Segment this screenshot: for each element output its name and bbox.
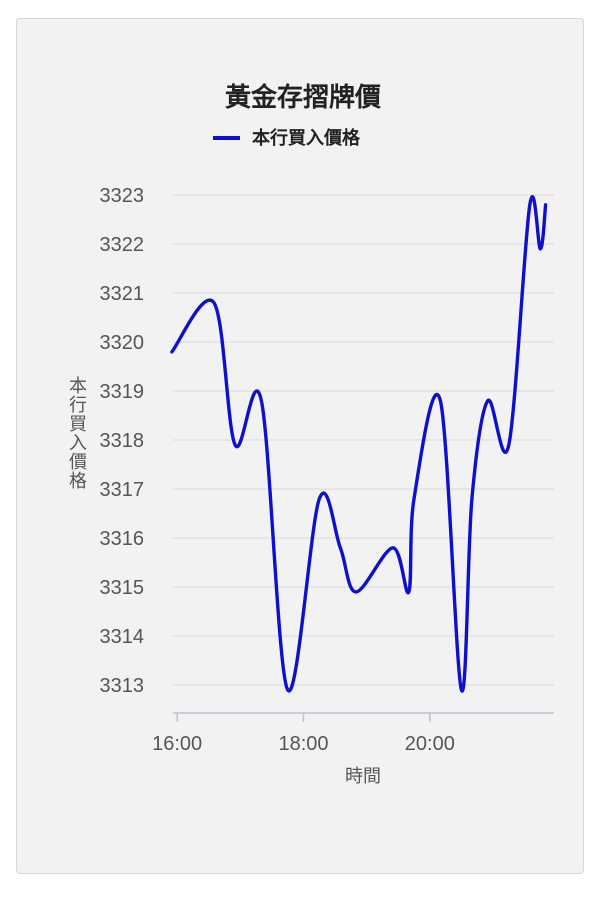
chart-title: 黃金存摺牌價: [225, 82, 382, 113]
data-point: [316, 496, 322, 502]
y-tick-label: 3316: [100, 528, 145, 550]
chart-card: [16, 18, 584, 874]
y-tick-label: 3318: [100, 430, 145, 452]
x-tick-label: 20:00: [405, 733, 455, 755]
y-tick-label: 3315: [100, 577, 145, 599]
y-tick-label: 3322: [100, 234, 145, 256]
data-point: [543, 202, 549, 208]
data-point: [337, 545, 343, 551]
data-point: [506, 442, 512, 448]
data-points: [169, 202, 549, 693]
grid: [173, 194, 554, 686]
data-point: [485, 398, 491, 404]
y-tick-label: 3317: [100, 479, 145, 501]
data-point: [232, 442, 238, 448]
y-axis-title: 本行買入價格: [69, 376, 87, 492]
data-point: [458, 687, 464, 693]
data-point: [527, 202, 533, 208]
y-tick-label: 3313: [100, 675, 145, 697]
y-axis-ticks: 3313 3314 3315 3316 3317 3318 3319 3320 3321 3322…: [100, 185, 145, 697]
y-tick-label: 3319: [100, 381, 145, 403]
x-axis-ticks: 16:00 18:00 20:00: [152, 713, 455, 755]
data-point: [169, 349, 175, 355]
data-point: [353, 589, 359, 595]
legend: 本行買入價格: [213, 127, 361, 149]
y-tick-label: 3314: [100, 626, 145, 648]
legend-label: 本行買入價格: [252, 127, 361, 149]
y-axis-title-text: 本行買入價格: [69, 376, 87, 492]
x-axis-title: 時間: [345, 766, 381, 787]
data-point: [406, 589, 412, 595]
data-point: [258, 398, 264, 404]
y-tick-label: 3323: [100, 185, 145, 207]
x-tick-label: 16:00: [152, 733, 202, 755]
x-tick-label: 18:00: [278, 733, 328, 755]
data-point: [285, 687, 291, 693]
data-point: [390, 545, 396, 551]
data-point: [411, 496, 417, 502]
data-point: [437, 398, 443, 404]
data-point: [469, 496, 475, 502]
y-tick-label: 3320: [100, 332, 145, 354]
data-point: [537, 246, 543, 252]
series-line-本行買入價格: [170, 195, 548, 693]
data-point: [211, 300, 217, 306]
y-tick-label: 3321: [100, 283, 145, 305]
